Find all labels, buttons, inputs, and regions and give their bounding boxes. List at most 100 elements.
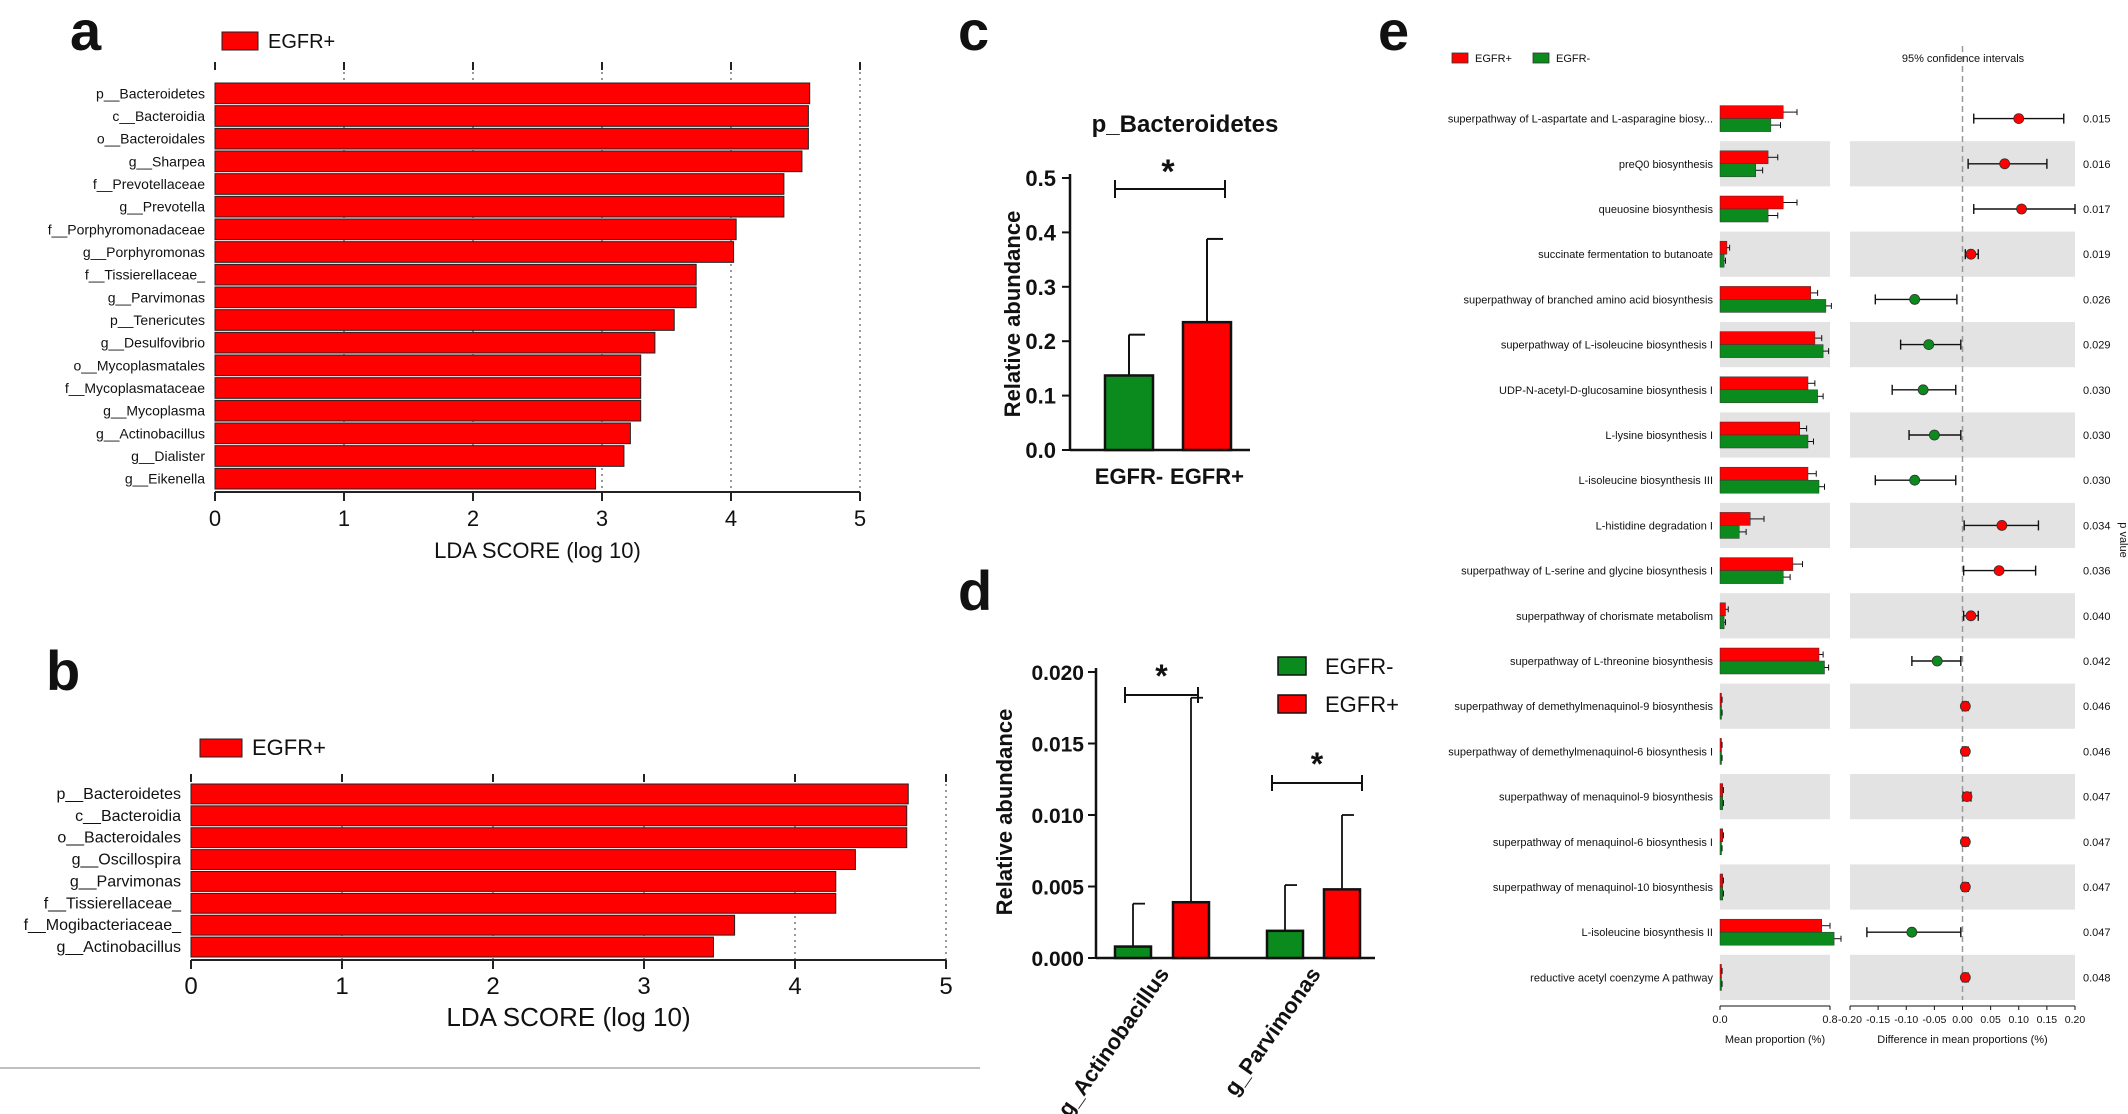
panel-letter-c: c	[958, 0, 989, 62]
mean-x-tick-label: 0.0	[1712, 1014, 1727, 1026]
mean-x-tick-label: 0.8	[1822, 1014, 1837, 1026]
bar	[1324, 889, 1360, 958]
category-label: p__Bacteroidetes	[96, 85, 205, 101]
lda-bar	[215, 264, 696, 285]
diff-x-tick-label: -0.10	[1894, 1014, 1918, 1026]
x-tick-label: 0	[184, 973, 197, 1000]
x-tick-label: 2	[486, 973, 499, 1000]
category-label: f__Prevotellaceae	[93, 176, 205, 192]
diff-x-tick-label: 0.00	[1952, 1014, 1973, 1026]
lda-bar	[215, 332, 655, 353]
lda-panel-a: EGFR+ p__Bacteroidetes c__Bacteroidia o__Ba…	[48, 31, 866, 563]
lda-panel-b: EGFR+ p__Bacteroidetes c__Bacteroidia o__Ba…	[24, 735, 953, 1032]
mean-bar-egfr-plus	[1720, 874, 1723, 887]
category-label: g__Parvimonas	[70, 873, 181, 890]
mean-bar-egfr-minus	[1720, 119, 1771, 132]
y-tick-label: 0.005	[1031, 877, 1084, 900]
significance-marker: *	[1161, 153, 1175, 191]
legend-label: EGFR-	[1325, 654, 1393, 679]
pathway-label: superpathway of L-threonine biosynthesis	[1510, 656, 1714, 668]
lda-bar	[215, 468, 596, 489]
diff-point	[1924, 340, 1934, 350]
mean-bar-egfr-plus	[1720, 648, 1819, 661]
mean-bar-egfr-plus	[1720, 151, 1768, 164]
category-label: f__Mogibacteriaceae_	[24, 917, 183, 934]
pathway-label: queuosine biosynthesis	[1599, 204, 1714, 216]
x-tick-label: g_Actinobacillus	[1053, 963, 1174, 1114]
diff-x-tick-label: 0.15	[2037, 1014, 2058, 1026]
diff-x-tick-label: -0.05	[1922, 1014, 1946, 1026]
mean-bar-egfr-plus	[1720, 332, 1815, 345]
pathway-label: succinate fermentation to butanoate	[1538, 249, 1713, 261]
lda-bar	[191, 850, 855, 870]
mean-bar-egfr-plus	[1720, 738, 1722, 751]
mean-bar-egfr-minus	[1720, 164, 1756, 177]
category-label: g__Desulfovibrio	[101, 335, 205, 351]
category-label: g__Porphyromonas	[83, 244, 205, 260]
p-value: 0.047	[2083, 792, 2111, 804]
bar	[1173, 902, 1209, 958]
diff-x-tick-label: 0.20	[2065, 1014, 2086, 1026]
pathway-label: superpathway of L-isoleucine biosynthesi…	[1501, 340, 1713, 352]
mean-bar-egfr-minus	[1720, 345, 1823, 358]
p-value: 0.047	[2083, 837, 2111, 849]
mean-bar-egfr-minus	[1720, 616, 1724, 629]
bar	[1115, 947, 1151, 958]
x-tick-label: 4	[725, 506, 737, 531]
mean-bar-egfr-minus	[1720, 706, 1722, 719]
mean-bar-egfr-plus	[1720, 964, 1722, 977]
bar-panel-d: 0.000 0.005 0.010 0.015 0.020 Relative abunda…	[992, 654, 1399, 1114]
y-tick-label: 0.2	[1025, 329, 1056, 354]
mean-bar-egfr-plus	[1720, 693, 1722, 706]
pathway-label: superpathway of demethylmenaquinol-6 bio…	[1448, 746, 1713, 758]
diff-point	[1960, 746, 1970, 756]
row-band	[1720, 593, 1830, 638]
legend-label: EGFR+	[1475, 53, 1512, 65]
pathway-label: L-isoleucine biosynthesis III	[1578, 475, 1713, 487]
category-label: g__Actinobacillus	[96, 425, 205, 441]
bar	[1267, 931, 1303, 958]
p-value: 0.026	[2083, 294, 2111, 306]
mean-bar-egfr-plus	[1720, 422, 1800, 435]
y-tick-label: 0.020	[1031, 662, 1084, 685]
pathway-label: superpathway of menaquinol-6 biosynthesi…	[1493, 837, 1713, 849]
diff-point	[1960, 837, 1970, 847]
pathway-label: reductive acetyl coenzyme A pathway	[1530, 972, 1713, 984]
p-value: 0.047	[2083, 927, 2111, 939]
category-label: f__Tissierellaceae_	[85, 267, 205, 283]
pathway-label: L-isoleucine biosynthesis II	[1582, 927, 1713, 939]
pathway-label: UDP-N-acetyl-D-glucosamine biosynthesis …	[1499, 385, 1713, 397]
significance-marker: *	[1311, 746, 1324, 782]
category-label: g__Parvimonas	[108, 289, 205, 305]
pathway-label: superpathway of L-serine and glycine bio…	[1461, 566, 1713, 578]
lda-bar	[215, 400, 641, 421]
mean-bar-egfr-minus	[1720, 887, 1723, 900]
mean-bar-egfr-minus	[1720, 209, 1768, 222]
panel-letter-a: a	[70, 0, 102, 62]
category-label: g__Actinobacillus	[56, 939, 181, 956]
lda-bar	[215, 83, 810, 104]
lda-bar	[191, 828, 907, 848]
category-label: g__Dialister	[131, 448, 205, 464]
diff-point	[2014, 114, 2024, 124]
significance-marker: *	[1155, 658, 1168, 694]
mean-bar-egfr-plus	[1720, 286, 1811, 299]
p-value: 0.040	[2083, 611, 2111, 623]
mean-bar-egfr-minus	[1720, 977, 1722, 990]
lda-bar	[215, 219, 736, 240]
pathway-label: superpathway of demethylmenaquinol-9 bio…	[1454, 701, 1713, 713]
mean-x-axis-label: Mean proportion (%)	[1725, 1034, 1825, 1046]
legend-swatch	[200, 739, 242, 757]
category-label: o__Mycoplasmatales	[73, 357, 205, 373]
x-tick-label: 0	[209, 506, 221, 531]
category-label: p__Tenericutes	[110, 312, 205, 328]
p-value: 0.030	[2083, 430, 2111, 442]
x-tick-label: EGFR-	[1095, 464, 1163, 489]
legend-swatch	[1278, 695, 1306, 713]
lda-bar	[191, 937, 713, 957]
diff-point	[1962, 792, 1972, 802]
p-value: 0.017	[2083, 204, 2111, 216]
x-axis-label: LDA SCORE (log 10)	[434, 538, 641, 563]
y-tick-label: 0.5	[1025, 166, 1056, 191]
diff-point	[1960, 882, 1970, 892]
